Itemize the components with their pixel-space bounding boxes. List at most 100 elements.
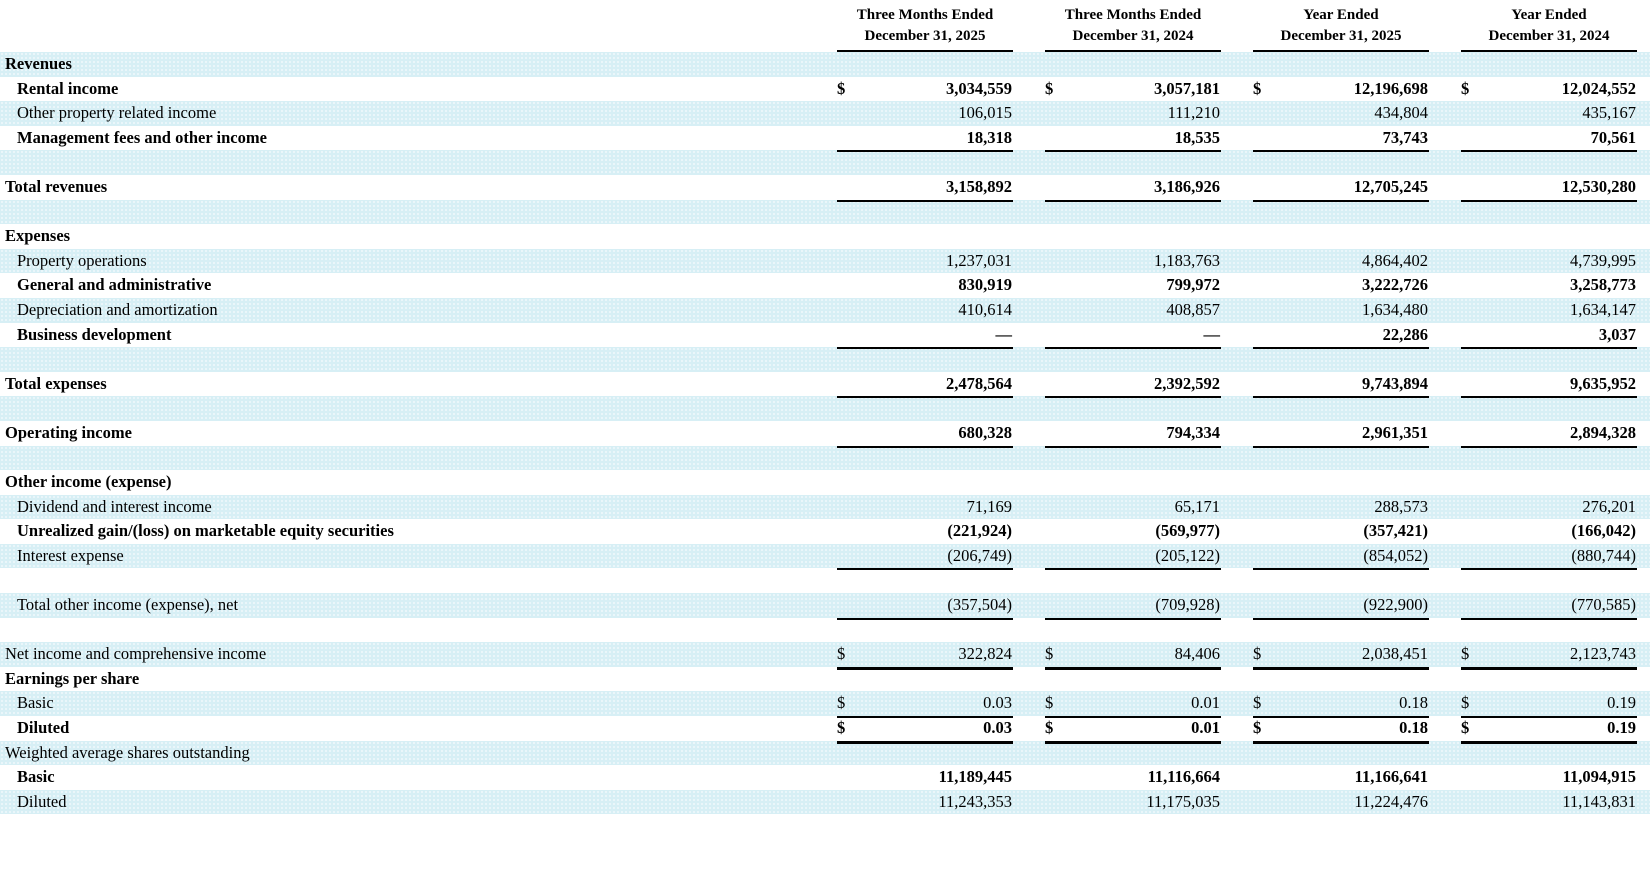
spacer-row [0, 618, 1650, 643]
spacer-row [0, 347, 1650, 372]
value-cell: 288,573 [1253, 495, 1429, 520]
cell-value: 3,034,559 [946, 78, 1012, 98]
dollar-sign: $ [1253, 78, 1262, 98]
value-cell: (854,052) [1253, 544, 1429, 571]
row-label: Total other income (expense), net [17, 595, 239, 615]
value-cell: 111,210 [1045, 101, 1221, 126]
cell-value: 3,057,181 [1154, 78, 1220, 98]
cell-value: 12,530,280 [1561, 176, 1636, 196]
value-cell [1461, 396, 1637, 421]
spacer-row [0, 568, 1650, 593]
value-cell: $0.19 [1461, 716, 1637, 744]
cell-value: — [1203, 324, 1221, 344]
row-label: Unrealized gain/(loss) on marketable equ… [17, 521, 394, 541]
dollar-sign: $ [1045, 644, 1054, 664]
cell-value: (770,585) [1571, 595, 1636, 615]
column-header: Three Months Ended December 31, 2024 [1045, 5, 1221, 52]
value-cell [1461, 618, 1637, 643]
row-label: Expenses [5, 226, 71, 246]
value-cell [1253, 667, 1429, 692]
cell-value: 0.18 [1399, 693, 1428, 713]
value-cell: (770,585) [1461, 593, 1637, 620]
cell-value: 11,175,035 [1146, 791, 1220, 811]
cell-value: 410,614 [958, 299, 1012, 319]
value-cell: 3,222,726 [1253, 273, 1429, 298]
value-cell: $0.01 [1045, 691, 1221, 719]
cell-value: 0.01 [1191, 718, 1220, 738]
row-label [0, 150, 805, 175]
row-label: General and administrative [17, 275, 212, 295]
cell-value: 3,186,926 [1154, 176, 1220, 196]
column-header-date: December 31, 2024 [1488, 28, 1610, 44]
row-label: Total revenues [5, 176, 108, 196]
row-label: Net income and comprehensive income [5, 644, 267, 664]
dollar-sign: $ [1461, 693, 1470, 713]
value-cell [1045, 568, 1221, 593]
value-cell [837, 200, 1013, 225]
column-header-date: December 31, 2025 [864, 28, 986, 44]
value-cell [1045, 224, 1221, 249]
value-cell: (569,977) [1045, 519, 1221, 544]
value-cell: $12,196,698 [1253, 77, 1429, 102]
value-cell [837, 224, 1013, 249]
cell-value: 2,038,451 [1362, 644, 1428, 664]
table-row: Total revenues 3,158,892 3,186,926 12,705,2… [0, 175, 1650, 202]
table-row: Property operations 1,237,031 1,183,763 4,8… [0, 248, 1650, 274]
value-cell [837, 568, 1013, 593]
table-row: Diluted 11,243,353 11,175,035 11,224,476 11,… [0, 789, 1650, 815]
value-cell [837, 347, 1013, 372]
dollar-sign: $ [1461, 718, 1470, 738]
cell-value: 4,864,402 [1362, 250, 1428, 270]
cell-value: 11,189,445 [938, 767, 1012, 787]
value-cell: 1,183,763 [1045, 249, 1221, 274]
value-cell: 18,318 [837, 126, 1013, 153]
table-row: Total expenses 2,478,564 2,392,592 9,743,89… [0, 372, 1650, 399]
cell-value: 2,123,743 [1570, 644, 1636, 664]
cell-value: 1,634,147 [1570, 299, 1636, 319]
cell-value: 1,634,480 [1362, 299, 1428, 319]
table-row: Net income and comprehensive income $322,… [0, 642, 1650, 670]
cell-value: (221,924) [947, 521, 1012, 541]
value-cell [1045, 618, 1221, 643]
cell-value: 408,857 [1166, 299, 1220, 319]
value-cell: 70,561 [1461, 126, 1637, 153]
cell-value: 680,328 [958, 422, 1012, 442]
value-cell [1253, 396, 1429, 421]
value-cell: 11,094,915 [1461, 765, 1637, 790]
cell-value: (206,749) [947, 545, 1012, 565]
value-cell: 65,171 [1045, 495, 1221, 520]
cell-value: 3,158,892 [946, 176, 1012, 196]
value-cell [837, 470, 1013, 495]
value-cell: (166,042) [1461, 519, 1637, 544]
row-label: Diluted [17, 791, 67, 811]
value-cell: 2,392,592 [1045, 372, 1221, 399]
value-cell: (880,744) [1461, 544, 1637, 571]
value-cell: 11,224,476 [1253, 790, 1429, 815]
row-label: Basic [17, 693, 54, 713]
cell-value: 276,201 [1582, 496, 1636, 516]
row-label: Weighted average shares outstanding [5, 742, 250, 762]
value-cell: 408,857 [1045, 298, 1221, 323]
cell-value: (357,504) [947, 595, 1012, 615]
value-cell: 71,169 [837, 495, 1013, 520]
cell-value: 9,743,894 [1362, 373, 1428, 393]
value-cell: (709,928) [1045, 593, 1221, 620]
dollar-sign: $ [1045, 718, 1054, 738]
cell-value: 73,743 [1382, 127, 1428, 147]
cell-value: 4,739,995 [1570, 250, 1636, 270]
table-row: Diluted $0.03 $0.01 $0.18 $0.19 [0, 716, 1650, 744]
cell-value: 0.03 [983, 718, 1012, 738]
value-cell: 11,243,353 [837, 790, 1013, 815]
value-cell: 435,167 [1461, 101, 1637, 126]
row-label: Rental income [17, 78, 119, 98]
value-cell [1253, 200, 1429, 225]
value-cell: 680,328 [837, 421, 1013, 448]
table-row: Depreciation and amortization 410,614 408,… [0, 297, 1650, 323]
cell-value: 111,210 [1167, 103, 1220, 123]
value-cell: 3,158,892 [837, 175, 1013, 202]
value-cell: $3,034,559 [837, 77, 1013, 102]
cell-value: 3,222,726 [1362, 275, 1428, 295]
cell-value: 0.19 [1607, 718, 1636, 738]
value-cell: 276,201 [1461, 495, 1637, 520]
value-cell: 22,286 [1253, 323, 1429, 350]
